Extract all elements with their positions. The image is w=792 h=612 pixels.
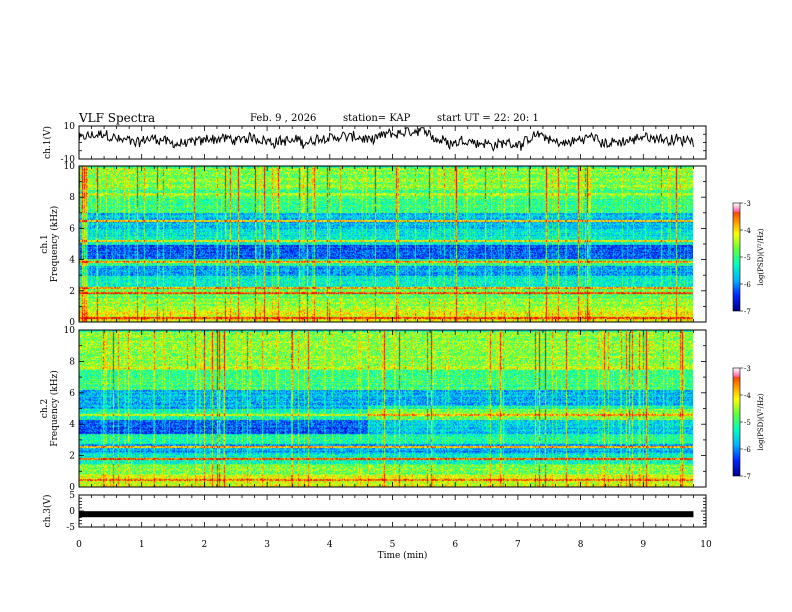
ch2-spectrogram-ytick-label: 8 bbox=[69, 357, 75, 367]
ch1-spectrogram-colorbar-tick-label: -3 bbox=[744, 200, 751, 208]
ch2-spectrogram-colorbar-tick-label: -4 bbox=[744, 392, 751, 400]
ch2-spectrogram-colorbar-tick-label: -7 bbox=[744, 473, 751, 481]
ch2-spectrogram-channel-label: ch.2 bbox=[40, 399, 50, 418]
chart-title: VLF Spectra bbox=[79, 111, 156, 125]
ch3-waveform-ytick-label: 5 bbox=[69, 491, 75, 501]
ch1-spectrogram-ytick-label: 0 bbox=[69, 318, 75, 328]
ch1-spectrogram-image bbox=[79, 166, 693, 322]
x-tick-label: 0 bbox=[76, 540, 82, 550]
start-time-label: start UT = 22: 20: 1 bbox=[437, 113, 539, 124]
ch3-waveform-trace bbox=[79, 511, 694, 518]
x-tick-label: 8 bbox=[578, 540, 584, 550]
ch1-spectrogram-colorbar-label: log(PSD)(V²/Hz) bbox=[757, 228, 765, 285]
ch2-spectrogram-colorbar bbox=[733, 368, 740, 476]
ch1-spectrogram-ytick-label: 6 bbox=[69, 224, 75, 234]
ch1-spectrogram-ytick-label: 10 bbox=[64, 162, 76, 172]
ch1-spectrogram-colorbar bbox=[733, 203, 740, 311]
ch1-ylabel: ch.1(V) bbox=[42, 126, 53, 159]
ch3-ylabel: ch.3(V) bbox=[42, 495, 53, 528]
ch2-spectrogram-ytick-label: 4 bbox=[69, 420, 75, 430]
x-tick-label: 5 bbox=[390, 540, 396, 550]
x-tick-label: 1 bbox=[139, 540, 145, 550]
ch1-spectrogram-colorbar-tick-label: -7 bbox=[744, 308, 751, 316]
x-tick-label: 2 bbox=[202, 540, 208, 550]
ch3-waveform-ytick-label: -5 bbox=[66, 523, 75, 533]
x-tick-label: 9 bbox=[640, 540, 646, 550]
ch1-spectrogram-colorbar-tick-label: -6 bbox=[744, 281, 751, 289]
ch1-spectrogram-ylabel: Frequency (kHz) bbox=[49, 206, 60, 283]
x-tick-label: 3 bbox=[264, 540, 270, 550]
x-tick-label: 10 bbox=[700, 540, 712, 550]
ch1-spectrogram-colorbar-tick-label: -5 bbox=[744, 254, 751, 262]
ch1-waveform-ytick-label: -10 bbox=[61, 155, 76, 165]
x-tick-label: 7 bbox=[515, 540, 521, 550]
ch2-spectrogram-colorbar-tick-label: -6 bbox=[744, 446, 751, 454]
ch2-spectrogram-colorbar-tick-label: -3 bbox=[744, 365, 751, 373]
ch2-spectrogram-image bbox=[79, 330, 693, 487]
ch2-spectrogram-colorbar-tick-label: -5 bbox=[744, 419, 751, 427]
x-tick-label: 4 bbox=[327, 540, 333, 550]
ch2-spectrogram-ytick-label: 0 bbox=[69, 483, 75, 493]
station-label: station= KAP bbox=[343, 113, 411, 124]
date-label: Feb. 9 , 2026 bbox=[250, 113, 317, 124]
ch1-spectrogram-ytick-label: 8 bbox=[69, 193, 75, 203]
x-tick-label: 6 bbox=[452, 540, 458, 550]
ch1-spectrogram-colorbar-tick-label: -4 bbox=[744, 227, 751, 235]
ch2-spectrogram-ytick-label: 2 bbox=[69, 452, 75, 462]
ch1-waveform-trace bbox=[78, 127, 694, 152]
ch3-waveform-ytick-label: 0 bbox=[69, 507, 75, 517]
ch1-spectrogram-ytick-label: 4 bbox=[69, 256, 75, 266]
ch2-spectrogram-ylabel: Frequency (kHz) bbox=[49, 370, 60, 447]
ch2-spectrogram-colorbar-label: log(PSD)(V²/Hz) bbox=[757, 393, 765, 450]
ch2-spectrogram-ytick-label: 6 bbox=[69, 389, 75, 399]
ch1-spectrogram-channel-label: ch.1 bbox=[40, 234, 50, 253]
x-axis-label: Time (min) bbox=[378, 550, 428, 561]
ch2-spectrogram-ytick-label: 10 bbox=[64, 326, 76, 336]
ch1-spectrogram-ytick-label: 2 bbox=[69, 287, 75, 297]
ch1-waveform-ytick-label: 10 bbox=[64, 122, 76, 132]
